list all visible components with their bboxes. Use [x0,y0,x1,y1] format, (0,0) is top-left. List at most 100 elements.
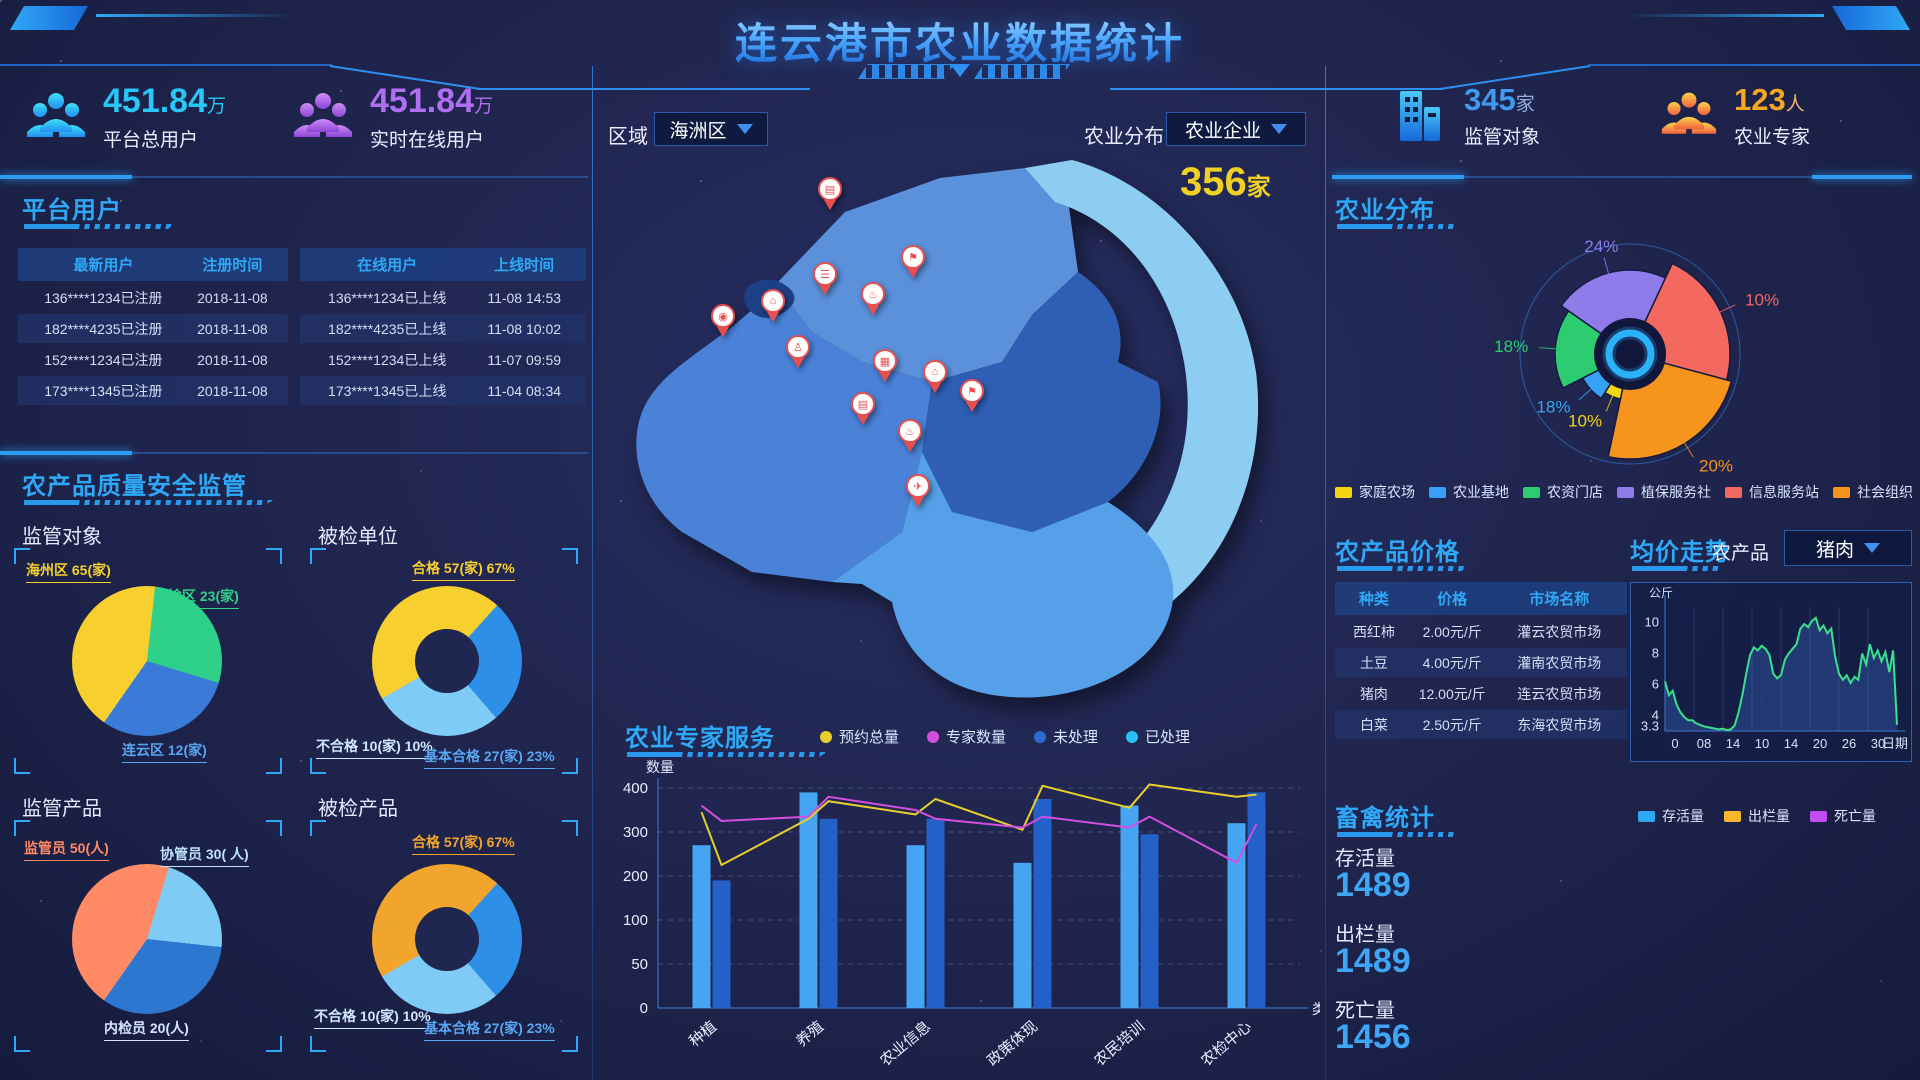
legend-item[interactable]: 未处理 [1034,726,1098,747]
map-pin[interactable]: ☰ [813,262,837,295]
distribution-rose-chart[interactable]: 24%10%20%10%18%18% [1330,226,1918,480]
svg-text:0: 0 [1671,736,1678,751]
legend-marker [820,730,832,743]
header-line [1110,88,1442,90]
map-pin[interactable]: ⚑ [960,379,984,412]
map-pin[interactable]: ♨ [898,419,922,452]
trend-select-value: 猪肉 [1815,539,1854,561]
plane-icon: ✈ [906,474,930,498]
map-pin[interactable]: ◉ [711,304,735,337]
title-decoration [24,224,174,229]
stat-total-users: 451.84万 平台总用户 [25,83,226,152]
table-row: 152****1234已上线 11-07 09:59 [300,345,586,374]
legend-label: 社会组织 [1857,484,1913,500]
rose-chart-legend: 家庭农场 农业基地 农资门店 植保服务社 信息服务站 社会组织 [1335,482,1913,502]
map-pin[interactable]: ▦ [873,349,897,382]
column-header: 注册时间 [202,257,263,274]
chart-subtitle: 被检产品 [318,798,398,820]
legend-item[interactable]: 信息服务站 [1725,482,1819,502]
map-pin[interactable]: ♨ [861,282,885,315]
table-row: 136****1234已上线 11-08 14:53 [300,283,586,312]
legend-label: 植保服务社 [1641,484,1711,500]
experts-group-icon [1661,92,1717,135]
legend-item[interactable]: 存活量 [1638,806,1704,826]
city-map: ▤ ⚑ ☰ ♨ ⌂ ◉ ♙ ▦ ⌂ ⚑ ▤ ♨ ✈ [600,150,1325,710]
legend-item[interactable]: 农业基地 [1429,482,1509,502]
factory-icon: ▤ [818,177,842,201]
badge-unit: 家 [1246,174,1271,201]
pie-callout-label: 协管员 30( 人) [160,844,249,867]
legend-item[interactable]: 预约总量 [820,726,899,747]
svg-text:24%: 24% [1584,237,1618,256]
table-cell: 西红柿 [1352,623,1395,640]
distribution-select-value: 农业企业 [1184,120,1261,142]
pie-chart[interactable] [72,864,222,1014]
legend-marker [1617,486,1634,498]
stat-supervised: 345家 监管对象 [1392,83,1540,149]
hot-spring-icon: ♨ [898,419,922,443]
column-header: 市场名称 [1529,591,1590,608]
map-pin[interactable]: ♙ [786,335,810,368]
region-select[interactable]: 海洲区 [654,112,768,146]
legend-item[interactable]: 专家数量 [927,726,1006,747]
legend-item[interactable]: 出栏量 [1724,806,1790,826]
legend-item[interactable]: 已处理 [1126,726,1190,747]
legend-label: 死亡量 [1834,808,1876,824]
table-row: 173****1345已上线 11-04 08:34 [300,376,586,405]
legend-item[interactable]: 植保服务社 [1617,482,1711,502]
rows-icon: ☰ [813,262,837,286]
svg-text:类型: 类型 [1312,1001,1320,1017]
expert-chart-legend: 预约总量 专家数量 未处理 已处理 [820,726,1190,747]
pie-callout-label: 赣榆区 23(家) [154,586,239,609]
chart-subtitle: 监管产品 [22,798,102,820]
legend-marker [1034,730,1047,743]
map-pin[interactable]: ⌂ [761,289,785,322]
legend-item[interactable]: 农资门店 [1523,482,1603,502]
header-accent-left [96,14,296,17]
map-pin[interactable]: ⚑ [901,245,925,278]
legend-item[interactable]: 社会组织 [1833,482,1913,502]
legend-marker [927,730,940,743]
donut-chart[interactable] [372,864,522,1014]
donut-chart[interactable] [372,586,522,736]
starfield [0,0,2,2]
price-table: 种类 价格 市场名称 西红柿 2.00元/斤 灌云农贸市场 土豆 4.00元/斤 灌南农贸市场猪… [1335,582,1627,741]
svg-text:农业信息: 农业信息 [877,1018,934,1068]
table-cell: 11-04 08:34 [487,382,562,399]
table-cell: 173****1345已注册 [44,382,163,399]
livestock-stat-label: 存活量 [1335,848,1395,870]
trend-chart-frame: 0 08 14 10 14 20 26 30 日期 10 8 6 4 3.3 公斤 [1630,582,1912,762]
pie-chart[interactable] [72,586,222,736]
table-row: 173****1345已注册 2018-11-08 [18,376,288,405]
map-pin[interactable]: ▤ [851,392,875,425]
header-segment-bar [974,64,1070,79]
register-table: 最新用户 注册时间 136****1234已注册 2018-11-08 182****4… [18,248,288,407]
title-decoration [24,500,274,505]
legend-item[interactable]: 死亡量 [1810,806,1876,826]
map-regions[interactable] [600,150,1325,710]
distribution-select[interactable]: 农业企业 [1166,112,1306,146]
page-title: 连云港市农业数据统计 [0,10,1920,71]
legend-item[interactable]: 家庭农场 [1335,482,1415,502]
table-cell: 东海农贸市场 [1517,716,1602,733]
pie-callout-label: 监管员 50(人) [24,838,109,861]
legend-label: 未处理 [1053,729,1099,746]
map-pin[interactable]: ▤ [818,177,842,210]
stat-label: 平台总用户 [103,129,199,151]
svg-text:400: 400 [623,780,648,797]
section-title-platform-users: 平台用户 [22,197,122,224]
trend-product-select[interactable]: 猪肉 [1784,530,1912,566]
legend-marker [1126,730,1139,743]
legend-label: 农资门店 [1547,484,1603,500]
map-pin[interactable]: ✈ [906,474,930,507]
enterprise-count-badge: 356家 [1180,160,1271,205]
donut-hole [415,629,479,693]
legend-label: 家庭农场 [1359,484,1415,500]
pie-callout-label: 内检员 20(人) [104,1018,189,1041]
header-accent-right [1624,14,1824,17]
chevron-down-icon [1864,543,1880,553]
building-icon [1400,91,1440,142]
header-line [1588,64,1920,66]
map-pin[interactable]: ⌂ [923,360,947,393]
column-header: 最新用户 [73,257,134,274]
